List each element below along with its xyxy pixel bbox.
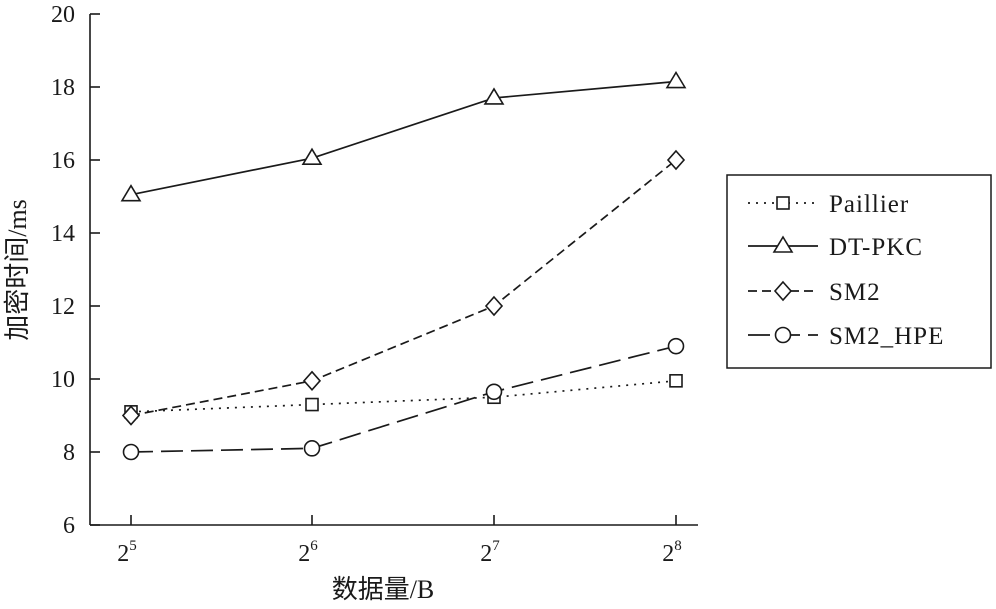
data-point xyxy=(122,443,140,461)
y-tick-label: 8 xyxy=(63,440,75,466)
y-tick-label: 20 xyxy=(51,2,75,28)
series-line xyxy=(130,80,677,196)
data-point xyxy=(485,383,503,401)
legend-marker xyxy=(776,196,790,210)
legend-marker xyxy=(772,235,794,253)
data-point xyxy=(483,87,505,105)
data-point xyxy=(120,184,142,202)
y-ticks: 6 8 10 12 14 16 18 20 xyxy=(51,2,100,539)
data-point xyxy=(484,295,504,317)
x-axis-label: 数据量/B xyxy=(332,575,435,604)
legend-marker xyxy=(773,280,793,302)
legend: Paillier DT-PKC SM2 SM2_HPE xyxy=(726,174,992,369)
legend-label: SM2 xyxy=(829,279,881,306)
y-tick-label: 12 xyxy=(51,294,75,320)
data-point xyxy=(669,374,683,388)
y-tick-label: 18 xyxy=(51,75,75,101)
y-tick-label: 6 xyxy=(63,513,75,539)
legend-box xyxy=(726,174,992,369)
data-point xyxy=(301,147,323,165)
legend-label: SM2_HPE xyxy=(829,323,944,350)
plot-area xyxy=(120,70,687,461)
y-tick-label: 10 xyxy=(51,367,75,393)
x-ticks: 25 26 27 28 xyxy=(117,515,682,567)
series-line xyxy=(130,345,677,453)
data-point xyxy=(121,405,141,426)
x-tick-label: 25 xyxy=(117,538,137,567)
data-point xyxy=(667,337,685,355)
data-point xyxy=(665,70,687,89)
x-tick-label: 28 xyxy=(662,538,682,567)
legend-label: DT-PKC xyxy=(829,234,923,261)
data-point xyxy=(305,397,319,412)
series-line xyxy=(130,379,677,413)
y-tick-label: 16 xyxy=(51,148,75,174)
series-line xyxy=(130,159,677,417)
x-tick-label: 26 xyxy=(298,538,318,567)
x-tick-label: 27 xyxy=(480,538,500,567)
legend-marker xyxy=(774,326,792,344)
data-point xyxy=(666,149,686,171)
data-point xyxy=(302,370,322,392)
y-tick-label: 14 xyxy=(51,221,75,247)
y-axis-label: 加密时间/ms xyxy=(3,199,32,341)
data-point xyxy=(303,440,321,457)
axes xyxy=(89,14,698,526)
legend-label: Paillier xyxy=(829,191,909,218)
